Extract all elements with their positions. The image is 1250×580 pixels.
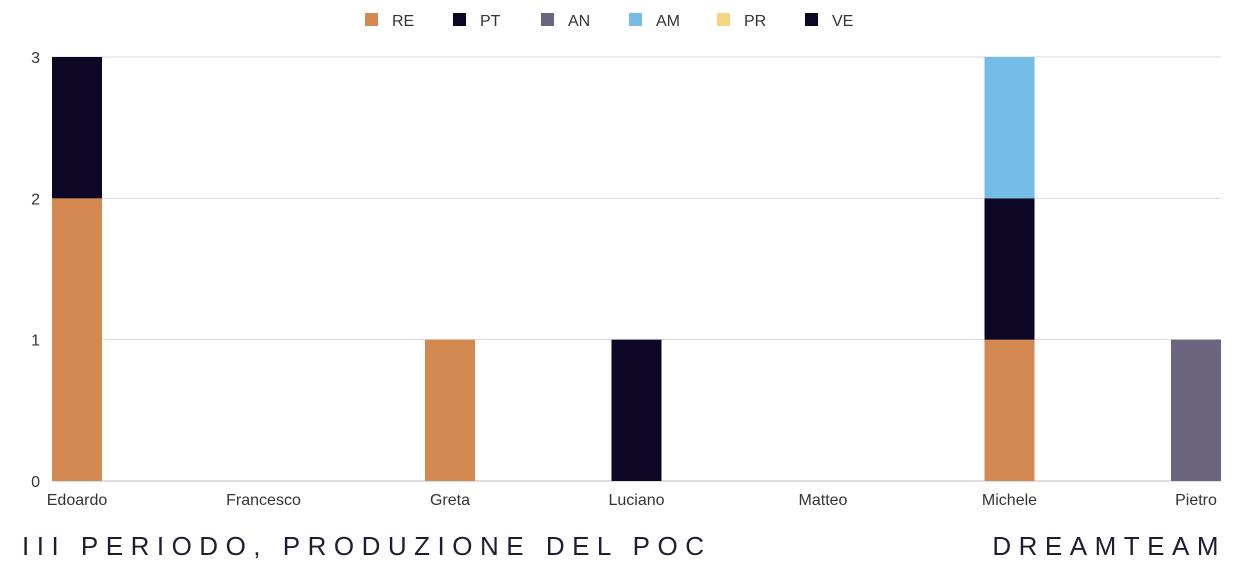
legend-label-pt: PT <box>480 13 501 30</box>
x-tick-label: Michele <box>982 492 1037 509</box>
legend-swatch-am <box>629 13 642 26</box>
legend-swatch-ve <box>805 13 818 26</box>
x-tick-label: Greta <box>430 492 470 509</box>
y-tick-label: 1 <box>31 333 40 350</box>
x-tick-label: Francesco <box>226 492 301 509</box>
x-axis-ticks: Edoardo Francesco Greta Luciano Matteo Michel… <box>47 492 1217 509</box>
bar-segment-ve <box>611 339 662 481</box>
team-name: DREAMTEAM <box>992 531 1226 561</box>
bars <box>52 57 1221 482</box>
bar-segment-am <box>984 57 1035 199</box>
x-tick-label: Matteo <box>799 492 848 509</box>
legend-swatch-pt <box>453 13 466 26</box>
x-tick-label: Edoardo <box>47 492 108 509</box>
bar-segment-pt <box>52 57 102 199</box>
stacked-bar-chart: RE PT AN AM PR VE 0 1 2 3 Edoardo Francesco Greta L… <box>31 13 1221 509</box>
y-tick-label: 0 <box>31 474 40 491</box>
legend-swatch-re <box>365 13 378 26</box>
bar-segment-an <box>1171 339 1221 481</box>
chart-caption: III PERIODO, PRODUZIONE DEL POC <box>22 531 712 561</box>
bar-segment-re <box>425 339 475 481</box>
bar-segment-re <box>984 339 1035 481</box>
legend-label-an: AN <box>568 13 590 30</box>
legend-label-pr: PR <box>744 13 766 30</box>
legend-swatch-an <box>541 13 554 26</box>
legend-label-re: RE <box>392 13 414 30</box>
y-tick-label: 3 <box>31 50 40 67</box>
legend-label-ve: VE <box>832 13 853 30</box>
x-tick-label: Pietro <box>1175 492 1217 509</box>
y-tick-label: 2 <box>31 191 40 208</box>
legend: RE PT AN AM PR VE <box>365 13 853 30</box>
legend-label-am: AM <box>656 13 680 30</box>
legend-swatch-pr <box>717 13 730 26</box>
bar-segment-re <box>52 198 102 482</box>
y-axis-ticks: 0 1 2 3 <box>31 50 40 491</box>
bar-segment-pt <box>984 198 1035 340</box>
x-tick-label: Luciano <box>608 492 664 509</box>
